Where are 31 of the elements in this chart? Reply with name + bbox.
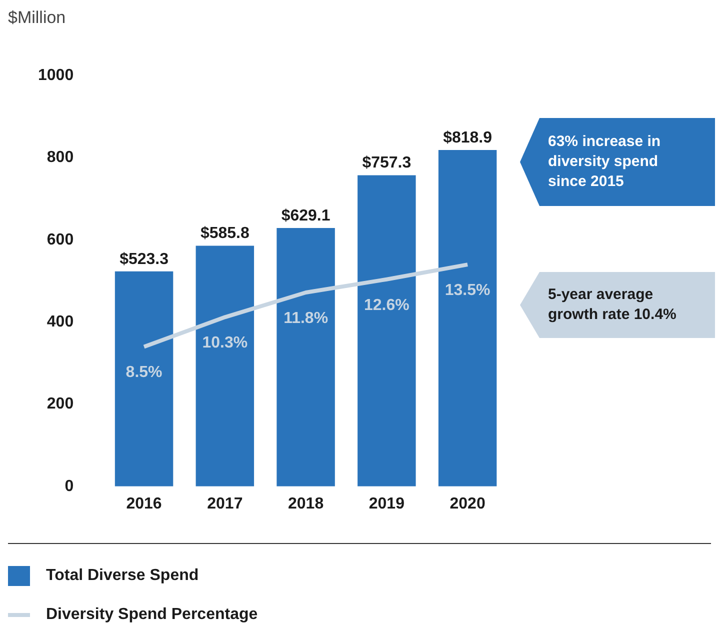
x-tick-label: 2020 — [450, 495, 486, 512]
y-tick-label: 200 — [46, 396, 74, 413]
legend-label: Total Diverse Spend — [46, 567, 199, 585]
y-tick-label: 600 — [46, 231, 74, 248]
y-tick-label: 400 — [46, 313, 74, 330]
data-label: 13.5% — [444, 282, 490, 299]
data-label: $818.9 — [443, 129, 492, 146]
bar — [358, 175, 416, 486]
y-tick-label: 1000 — [38, 67, 74, 84]
y-tick-label: 800 — [46, 149, 74, 166]
data-label: $757.3 — [362, 154, 412, 172]
y-axis-title: $Million — [8, 8, 66, 28]
bar — [438, 150, 497, 486]
bar — [276, 228, 335, 486]
data-label: $585.8 — [200, 225, 250, 242]
x-tick-label: 2017 — [207, 495, 243, 512]
data-label: 12.6% — [364, 296, 410, 314]
data-label: $629.1 — [281, 207, 330, 224]
data-label: $523.3 — [120, 250, 169, 268]
x-tick-label: 2019 — [368, 495, 405, 512]
data-label: 8.5% — [126, 364, 162, 382]
x-tick-label: 2018 — [288, 495, 324, 512]
bar — [114, 271, 174, 486]
bar — [196, 246, 254, 486]
legend-label: Diversity Spend Percentage — [46, 606, 258, 624]
y-tick-label: 0 — [64, 478, 74, 495]
text: 5-year average growth rate 10.4% — [548, 285, 678, 325]
data-label: 10.3% — [202, 334, 248, 352]
data-label: 11.8% — [284, 310, 328, 327]
x-tick-label: 2016 — [126, 495, 162, 512]
text: 63% increase in diversity spend since 2015 — [548, 132, 662, 192]
